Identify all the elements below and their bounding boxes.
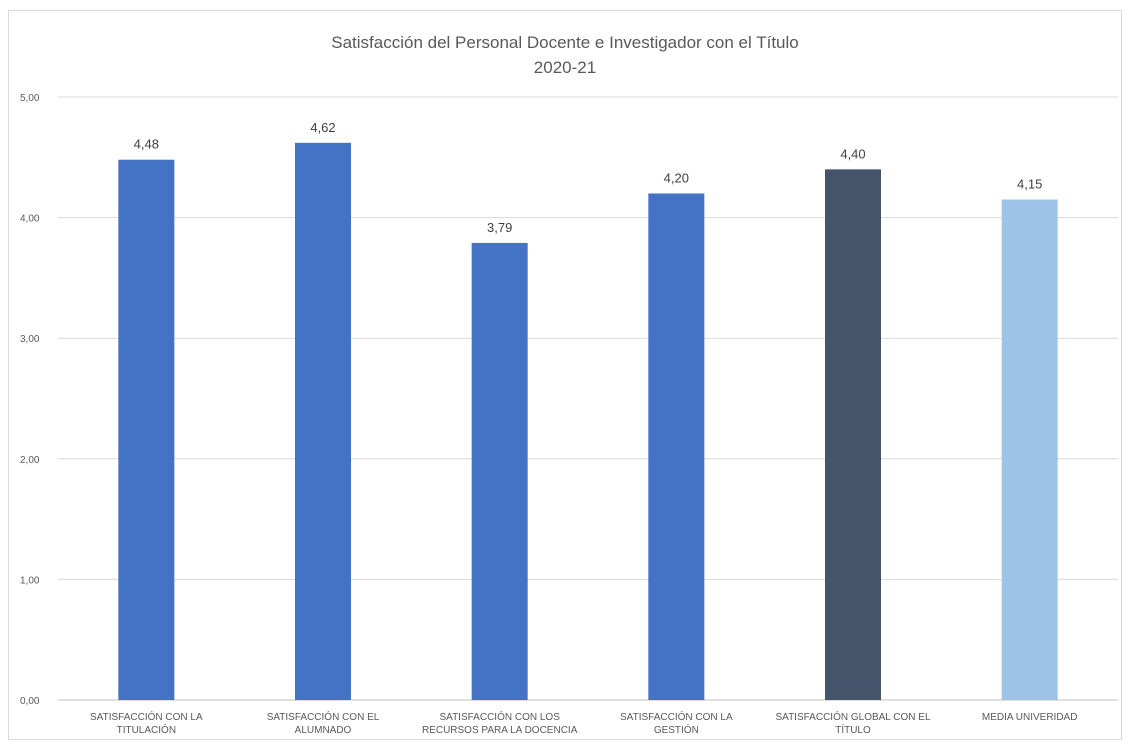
x-tick-label: ALUMNADO <box>295 725 352 736</box>
y-tick-label: 5,00 <box>20 93 40 104</box>
bar <box>648 193 705 701</box>
x-tick-label: SATISFACCIÓN CON LOS <box>439 710 560 723</box>
x-tick-label: SATISFACCIÓN CON LA <box>620 710 733 723</box>
y-tick-label: 3,00 <box>20 334 40 345</box>
x-tick-label: GESTIÓN <box>654 723 699 736</box>
bar <box>471 242 528 700</box>
x-tick-label: SATISFACCIÓN CON LA <box>90 710 203 723</box>
bar <box>825 169 881 701</box>
x-tick-label: SATISFACCIÓN GLOBAL CON EL <box>775 710 930 723</box>
x-tick-label: SATISFACCIÓN CON EL <box>267 710 380 723</box>
chart-title-block: Satisfacción del Personal Docente e Inve… <box>0 30 1130 80</box>
x-tick-label: TITULACIÓN <box>117 723 176 736</box>
bar <box>118 159 175 700</box>
data-label: 4,20 <box>664 170 689 185</box>
y-tick-label: 2,00 <box>20 455 40 466</box>
x-tick-label: MEDIA UNIVERIDAD <box>982 712 1078 723</box>
y-tick-label: 4,00 <box>20 214 40 225</box>
y-tick-label: 1,00 <box>20 575 40 586</box>
x-tick-label: RECURSOS PARA LA DOCENCIA <box>422 725 578 736</box>
y-tick-label: 0,00 <box>20 696 40 707</box>
data-label: 4,62 <box>310 120 335 135</box>
x-tick-label: TÍTULO <box>835 723 871 736</box>
data-label: 4,15 <box>1017 177 1042 192</box>
bar <box>1001 199 1058 700</box>
chart-title: Satisfacción del Personal Docente e Inve… <box>331 33 799 52</box>
data-label: 3,79 <box>487 220 512 235</box>
chart-frame <box>8 10 1122 740</box>
bar <box>295 142 351 700</box>
chart-subtitle: 2020-21 <box>533 58 597 77</box>
data-label: 4,48 <box>134 137 159 152</box>
data-label: 4,40 <box>840 146 865 161</box>
